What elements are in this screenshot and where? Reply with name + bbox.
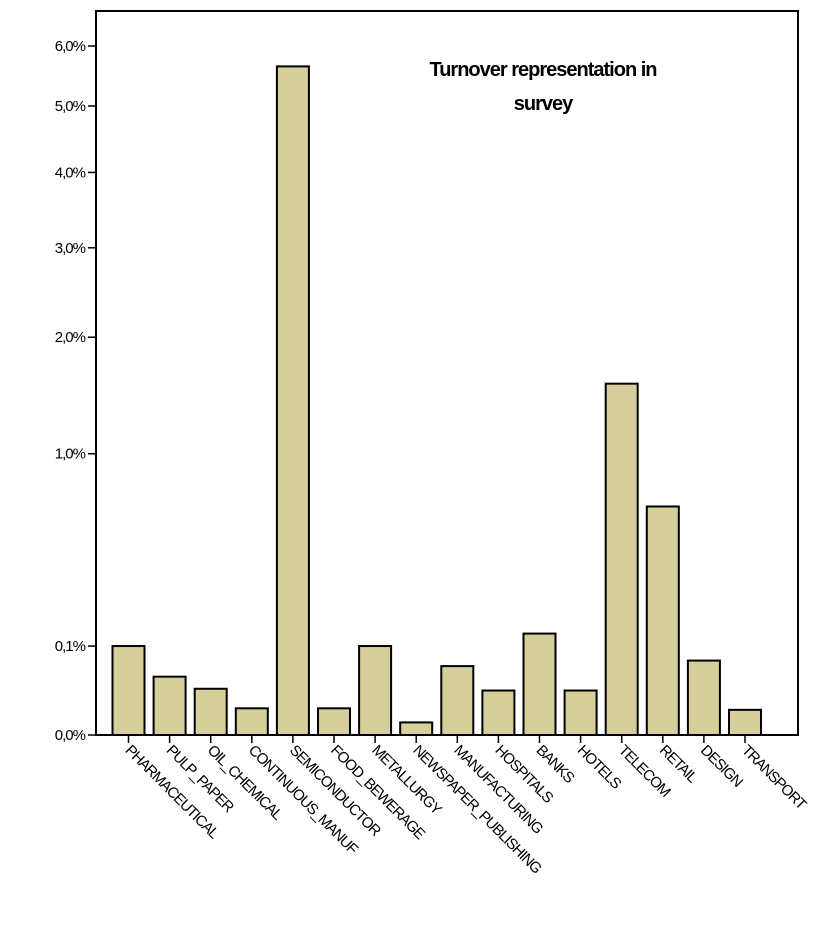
x-tick-label: TRANSPORT: [738, 742, 809, 813]
bar-transport: [728, 708, 762, 736]
bar-manufacturing: [440, 665, 475, 736]
y-tick-label: 5,0%: [55, 98, 86, 115]
bar-retail: [645, 505, 680, 736]
bar-semiconductor: [275, 65, 310, 737]
y-tick-label: 6,0%: [55, 38, 86, 55]
chart-title-line-2: survey: [514, 93, 574, 115]
bar-telecom: [604, 382, 639, 736]
y-tick-label: 4,0%: [55, 164, 86, 181]
bar-banks: [522, 632, 557, 737]
bar-pulp-paper: [152, 675, 187, 736]
bar-newspaper-publishing: [399, 721, 434, 737]
y-tick-label: 0,1%: [55, 638, 86, 655]
chart-title-line-1: Turnover representation in: [429, 59, 656, 81]
y-axis: 0,0% 0,1% 1,0% 2,0% 3,0% 4,0% 5,0% 6,0%: [55, 38, 96, 744]
bar-hotels: [563, 689, 598, 737]
x-tick-label: HOTELS: [574, 742, 625, 793]
x-tick-label: DESIGN: [697, 742, 746, 791]
bar-oil-chemical: [193, 687, 228, 736]
bars-group: [111, 65, 762, 737]
bar-pharmaceutical: [111, 645, 146, 736]
y-tick-label: 3,0%: [55, 240, 86, 257]
y-tick-label: 0,0%: [55, 727, 86, 744]
bar-metallurgy: [358, 645, 393, 736]
bar-hospitals: [481, 689, 516, 737]
x-axis: PHARMACEUTICALPULP_PAPEROIL_CHEMICALCONT…: [122, 735, 810, 877]
bar-design: [686, 659, 721, 736]
bar-continuous-manuf: [234, 707, 269, 736]
plot-area: [95, 10, 799, 736]
y-tick-label: 1,0%: [55, 446, 86, 463]
y-tick-label: 2,0%: [55, 329, 86, 346]
bar-food-bewerage: [317, 707, 351, 736]
